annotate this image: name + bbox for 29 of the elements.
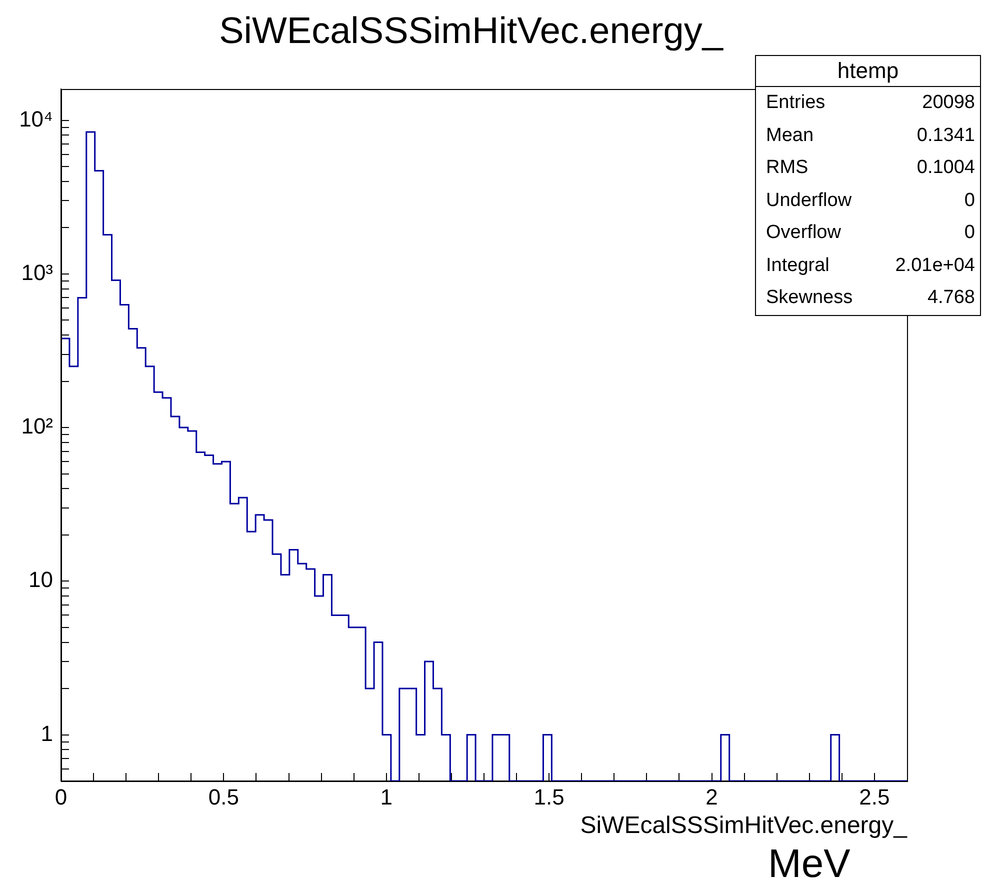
annotation: Overflow: [766, 221, 841, 245]
annotation: Entries: [766, 91, 826, 115]
text: 20098: [922, 91, 975, 115]
y-tick-label: 10²: [21, 414, 53, 439]
x-tick-label: 0.5: [208, 784, 239, 810]
annotation: Integral: [766, 254, 830, 278]
x-tick-label: 2: [706, 784, 718, 810]
text: MeV: [768, 842, 850, 885]
y-tick-label: 10: [28, 567, 53, 592]
y-tick-label: 1: [40, 720, 53, 746]
y-tick-label: 10³: [21, 260, 53, 286]
annotation: RMS: [766, 156, 808, 180]
chart-title: SiWEcalSSSimHitVec.energy_: [218, 10, 724, 52]
annotation: Mean: [766, 124, 814, 148]
text: htemp: [756, 56, 980, 87]
text: 0.1341: [916, 124, 975, 148]
annotation: Skewness: [766, 286, 853, 310]
x-tick-label: 0: [54, 784, 68, 810]
x-tick-label: 1: [380, 784, 393, 810]
x-tick-label: 1.5: [534, 784, 564, 810]
x-axis-title: SiWEcalSSSimHitVec.energy_: [580, 812, 907, 840]
text: 0.1004: [916, 156, 975, 180]
text: 4.768: [927, 286, 975, 310]
x-tick-label: 2.5: [859, 784, 890, 810]
annotation: Underflow: [766, 188, 852, 212]
text: 0: [964, 221, 975, 245]
y-tick-label: 10⁴: [19, 106, 53, 132]
text: 0: [964, 188, 975, 212]
annotation: 2.01e+04: [895, 254, 975, 278]
